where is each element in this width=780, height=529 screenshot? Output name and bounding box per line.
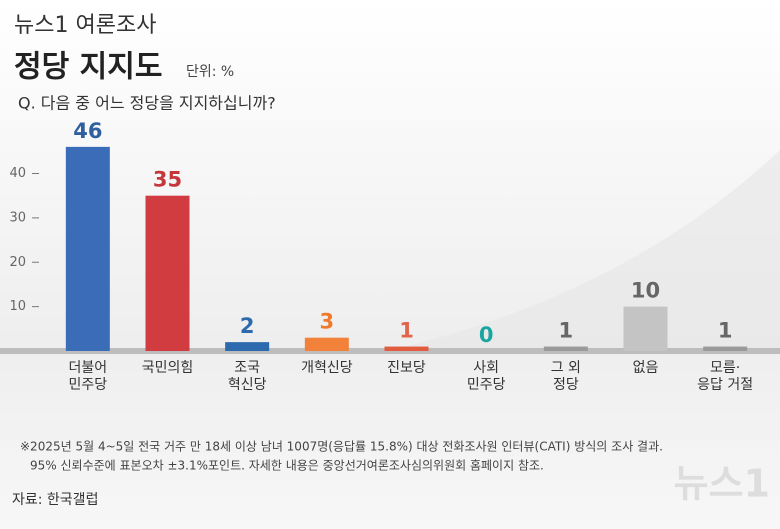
x-tick-label: 진보당 (387, 360, 426, 376)
x-tick-label: 국민의힘 (142, 360, 194, 376)
x-tick-label: 사회 민주당 (467, 360, 506, 393)
y-tick-label: 20 (9, 255, 26, 270)
bar (543, 346, 588, 351)
y-tick-label: 30 (9, 210, 26, 225)
value-label: 1 (718, 319, 733, 343)
chart-title: 정당 지지도 (14, 50, 162, 85)
watermark: 뉴스1 (674, 462, 770, 506)
bar (65, 146, 110, 351)
value-label: 1 (559, 319, 574, 343)
bar (703, 346, 748, 351)
question: Q. 다음 중 어느 정당을 지지하십니까? (18, 94, 276, 113)
decor-swoosh (380, 150, 780, 352)
x-tick-label: 개혁신당 (301, 360, 353, 376)
bar (304, 337, 349, 351)
x-tick-label: 그 외 정당 (551, 360, 581, 393)
bar (225, 342, 270, 351)
y-tick-label: 40 (9, 166, 26, 181)
bar (623, 306, 668, 351)
value-label: 35 (153, 168, 182, 192)
bar (384, 346, 429, 351)
value-label: 0 (479, 323, 494, 347)
x-tick-label: 조국 혁신당 (228, 360, 267, 393)
source: 자료: 한국갤럽 (12, 492, 98, 508)
x-tick-label: 없음 (633, 360, 659, 376)
value-label: 3 (320, 310, 335, 334)
unit: 단위: % (186, 64, 234, 80)
value-label: 1 (399, 319, 414, 343)
bar (145, 195, 190, 351)
series-title: 뉴스1 여론조사 (14, 13, 156, 38)
note: ※2025년 5월 4~5일 전국 거주 만 18세 이상 남녀 1007명(응… (20, 440, 663, 454)
note: 95% 신뢰수준에 표본오차 ±3.1%포인트. 자세한 내용은 중앙선거여론조… (30, 459, 544, 473)
x-tick-label: 더불어 민주당 (69, 360, 108, 393)
value-label: 46 (73, 119, 102, 143)
y-tick-label: 10 (9, 299, 26, 314)
value-label: 2 (240, 314, 255, 338)
x-tick-label: 모름· 응답 거절 (697, 360, 753, 393)
value-label: 10 (631, 279, 660, 303)
